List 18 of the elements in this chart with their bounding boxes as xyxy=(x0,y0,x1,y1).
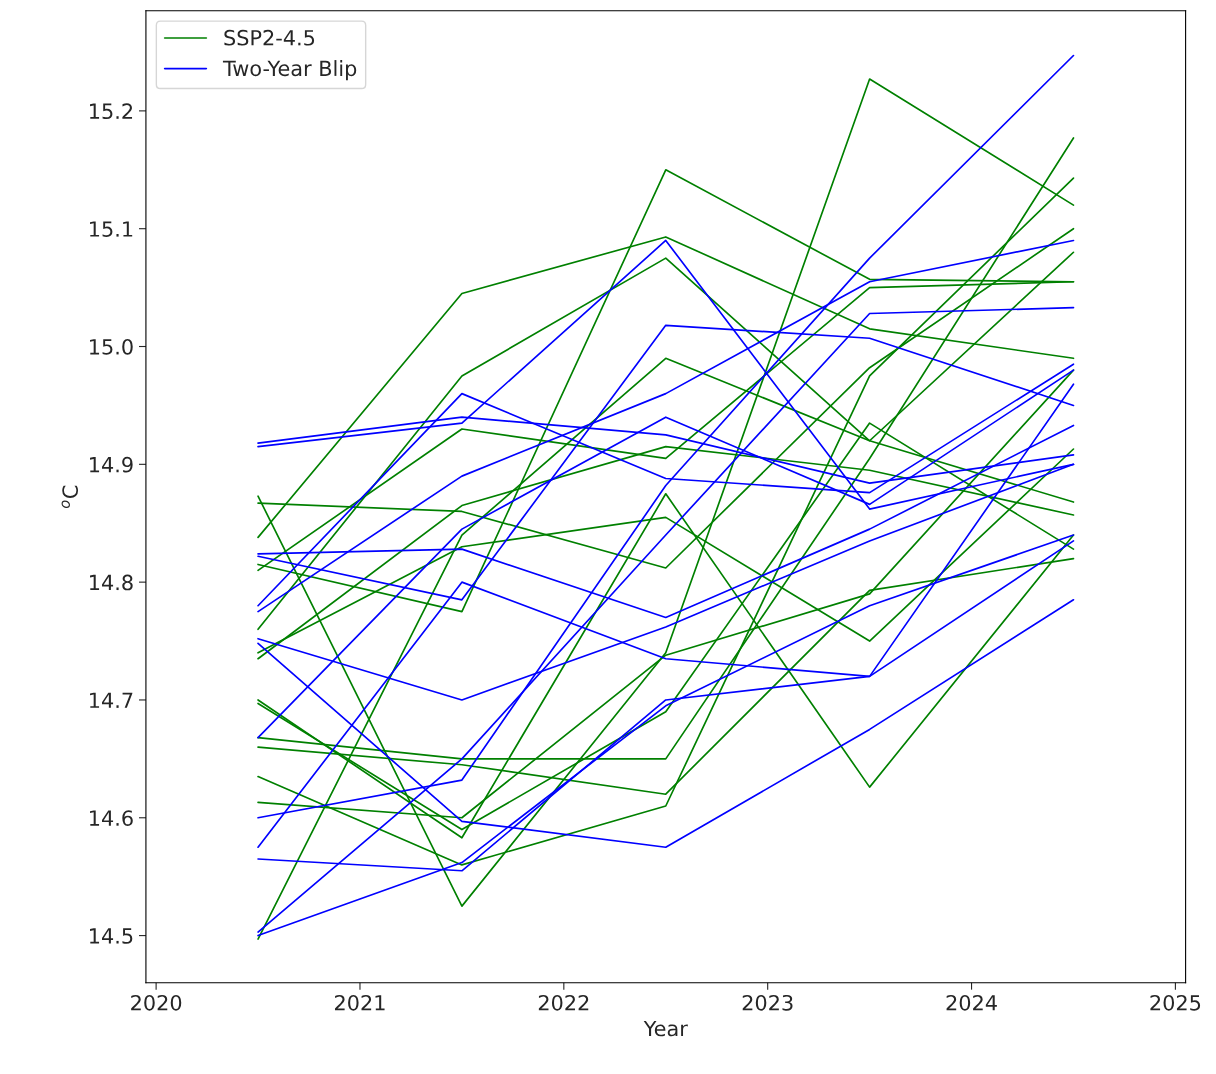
y-tick-label: 15.1 xyxy=(90,221,133,237)
y-tick-label: 14.7 xyxy=(90,692,133,708)
legend-label: Two-Year Blip xyxy=(222,60,357,81)
y-tick-label: 15.0 xyxy=(90,338,133,355)
x-tick-label: 2024 xyxy=(946,994,997,1011)
x-tick-label: 2021 xyxy=(334,994,385,1011)
y-tick-label: 14.8 xyxy=(90,574,133,591)
legend-label: SSP2-4.5 xyxy=(224,29,315,46)
y-tick-label: 14.9 xyxy=(90,456,133,473)
x-tick-label: 2023 xyxy=(742,994,793,1011)
x-axis-title: Year xyxy=(643,1020,688,1037)
y-tick-label: 14.6 xyxy=(90,810,133,826)
x-tick-label: 2022 xyxy=(538,994,589,1011)
x-tick-label: 2025 xyxy=(1150,994,1201,1011)
y-tick-label: 15.2 xyxy=(90,103,133,120)
y-tick-label: 14.5 xyxy=(90,928,133,944)
y-axis-title: $^{o}$C xyxy=(61,485,79,509)
x-tick-label: 2020 xyxy=(131,994,182,1011)
